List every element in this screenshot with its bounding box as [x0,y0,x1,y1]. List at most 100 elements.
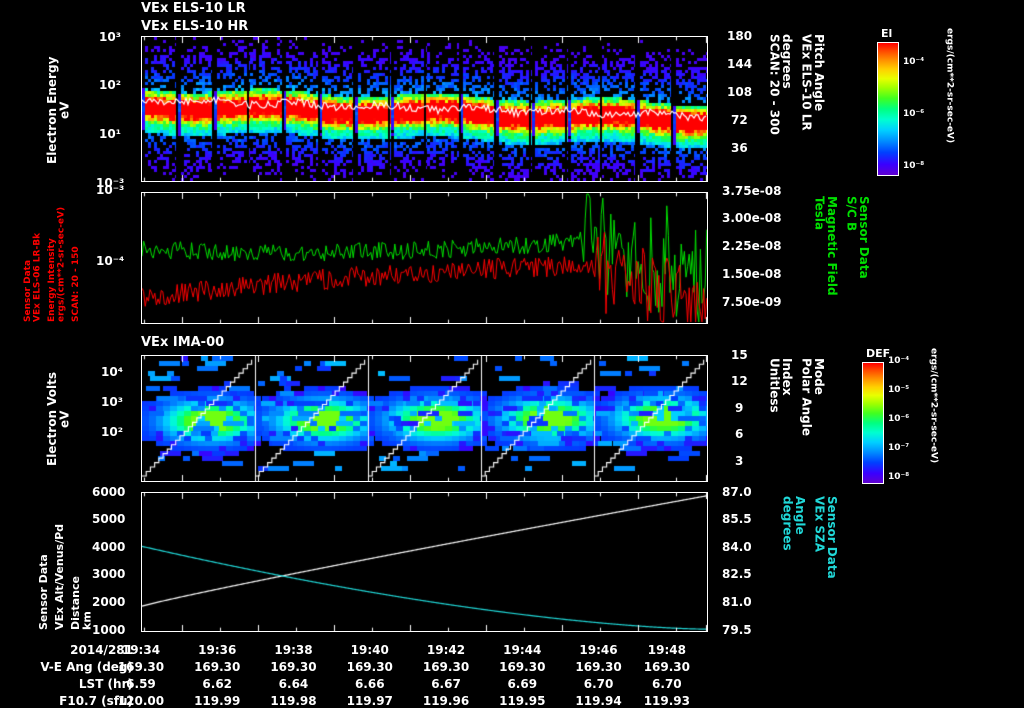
def-colorbar-tick-1: 10⁻⁴ [888,356,910,366]
panel4-left-label-alt: VEx Alt/Venus/Pd [53,523,66,630]
panel1-right-tick-36: 36 [731,141,748,155]
panel3-right-label-index: Index Unitless [767,358,795,413]
el-colorbar[interactable] [877,42,899,176]
footer-date-label: 2014/281 [70,643,133,657]
ion-energy-spectrogram-panel[interactable] [141,355,708,482]
panel4-ytick-3000: 3000 [92,567,126,581]
panel3-right-tick-3: 3 [735,454,744,468]
panel3-right-label-mode: Mode Polar Angle [799,358,827,437]
panel3-right-tick-6: 6 [735,427,744,441]
panel1-ytick-1em3: 10⁻³ [96,176,125,190]
footer-time-0: 19:34 [121,643,161,657]
panel3-title: VEx IMA-00 [141,335,225,350]
footer-row-label-0: V-E Ang (deg) [40,660,133,674]
panel4-right-tick-810: 81.0 [722,595,752,609]
panel4-ytick-4000: 4000 [92,540,126,554]
footer-row-0-value-5: 169.30 [499,660,546,674]
panel4-right-tick-795: 79.5 [722,623,752,637]
el-colorbar-tick-1: 10⁻⁴ [903,57,925,67]
panel2-right-tick-4: 1.50e-08 [722,267,782,281]
panel4-ytick-1000: 1000 [92,623,126,637]
panel2-left-label-sensor: Sensor Data VEx ELS-06 LR-Bk [23,232,43,322]
panel1-right-tick-108: 108 [727,85,753,99]
panel2-right-label-sensor: Sensor Data S/C B [844,196,872,279]
el-colorbar-tick-2: 10⁻⁶ [903,109,925,119]
footer-row-0-value-4: 169.30 [422,660,470,674]
footer-row-0-value-3: 169.30 [346,660,393,674]
footer-row-1-value-6: 6.70 [583,677,614,691]
panel4-right-label-angle: Angle degrees [780,496,808,551]
panel2-left-label-intensity: Energy Intensity ergs/(cm**2-sr-sec-eV) [47,206,67,322]
panel3-right-tick-15: 15 [731,348,748,362]
panel3-ytick-1e4: 10⁴ [101,365,123,379]
panel4-right-label-sensor: Sensor Data VEx SZA [812,496,840,579]
footer-row-2-value-7: 119.93 [643,694,691,708]
energy-intensity-magnetic-field-panel[interactable] [141,192,708,324]
panel4-right-tick-855: 85.5 [722,512,752,526]
panel2-right-tick-2: 3.00e-08 [722,211,782,225]
panel2-left-label-scan: SCAN: 20 - 150 [71,246,81,322]
footer-time-3: 19:40 [350,643,389,657]
panel2-ytick-1em3: 10⁻³ [96,183,125,197]
def-colorbar-tick-2: 10⁻⁵ [888,385,910,395]
footer-time-4: 19:42 [426,643,466,657]
footer-row-0-value-6: 169.30 [575,660,622,674]
panel1-right-tick-72: 72 [731,113,748,127]
panel4-ytick-2000: 2000 [92,595,126,609]
footer-time-7: 19:48 [647,643,686,657]
def-colorbar-title: DEF [866,347,891,360]
panel2-right-tick-1: 3.75e-08 [722,184,782,198]
panel1-y-axis-label: Electron Energy eV [45,56,72,164]
panel1-right-tick-180: 180 [727,29,753,43]
def-colorbar-units: ergs/(cm**2-sr-sec-eV) [928,348,939,464]
footer-time-1: 19:36 [198,643,237,657]
footer-row-0-value-2: 169.30 [270,660,317,674]
footer-row-1-value-2: 6.64 [278,677,309,691]
footer-row-1-value-7: 6.70 [652,677,682,691]
footer-row-1-value-4: 6.67 [431,677,461,691]
panel2-right-tick-3: 2.25e-08 [722,239,782,253]
footer-time-5: 19:44 [503,643,542,657]
footer-row-1-value-3: 6.66 [354,677,385,691]
panel3-y-axis-label: Electron Volts eV [45,371,72,467]
el-colorbar-units: ergs/(cm**2-sr-sec-eV) [944,28,955,144]
def-colorbar-tick-5: 10⁻⁸ [888,472,910,482]
panel1-title-lr: VEx ELS-10 LR [141,1,246,16]
panel4-ytick-6000: 6000 [92,485,126,499]
panel4-right-tick-870: 87.0 [722,485,752,499]
def-colorbar[interactable] [862,362,884,484]
panel1-ytick-1e2: 10² [99,78,121,92]
def-colorbar-tick-4: 10⁻⁷ [888,443,910,453]
el-colorbar-title: El [881,27,893,40]
panel1-title-hr: VEx ELS-10 HR [141,19,249,34]
footer-row-2-value-6: 119.94 [575,694,622,708]
panel1-ytick-1e3: 10³ [99,30,121,44]
footer-row-2-value-2: 119.98 [270,694,317,708]
panel3-right-tick-9: 9 [735,401,744,415]
panel4-right-tick-840: 84.0 [722,540,752,554]
altitude-sza-panel[interactable] [141,492,708,632]
footer-row-2-value-5: 119.95 [499,694,546,708]
panel4-left-label-distance: Distance km [69,576,94,630]
footer-row-1-value-1: 6.62 [202,677,233,691]
panel3-ytick-1e2: 10² [101,425,123,439]
footer-row-2-value-3: 119.97 [346,694,393,708]
footer-row-1-value-0: 6.59 [126,677,156,691]
footer-time-2: 19:38 [274,643,313,657]
footer-row-2-value-1: 119.99 [194,694,241,708]
panel4-right-tick-825: 82.5 [722,567,752,581]
footer-row-0-value-1: 169.30 [194,660,241,674]
electron-energy-spectrogram-panel[interactable] [141,36,708,182]
footer-row-1-value-5: 6.69 [507,677,538,691]
panel1-ytick-1e1: 10¹ [99,127,121,141]
def-colorbar-tick-3: 10⁻⁶ [888,414,910,424]
panel1-right-label-scan: degrees SCAN: 20 - 300 [767,34,795,135]
footer-time-6: 19:46 [579,643,618,657]
footer-row-0-value-0: 169.30 [117,660,165,674]
footer-row-0-value-7: 169.30 [643,660,691,674]
footer-row-2-value-4: 119.96 [422,694,470,708]
el-colorbar-tick-3: 10⁻⁸ [903,161,925,171]
footer-parameter-table: 2014/281 19:34 19:36 19:38 19:40 19:42 19:44 19… [0,640,1024,708]
panel2-right-tick-5: 7.50e-09 [722,295,782,309]
